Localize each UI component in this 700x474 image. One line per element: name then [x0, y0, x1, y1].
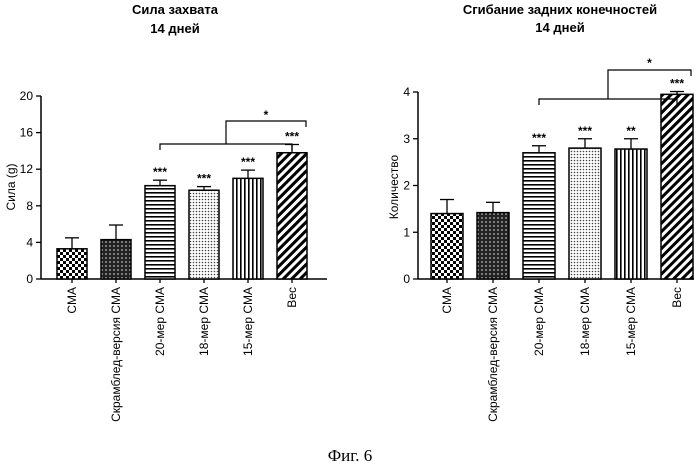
bar: [145, 186, 175, 279]
y-tick-label: 1: [403, 225, 410, 239]
y-tick-label: 8: [26, 199, 33, 213]
y-tick-label: 3: [403, 132, 410, 146]
category-label: 20-мер CMA: [532, 287, 546, 356]
significance-label: ***: [532, 131, 546, 145]
y-tick-label: 2: [403, 179, 410, 193]
bar: [101, 240, 131, 279]
category-label: CMA: [440, 287, 454, 314]
grip-strength-chart: Сила захвата 14 дней Сила (g) 0 4 8 12 16 20 C…: [4, 2, 327, 422]
group-bracket: [160, 144, 292, 150]
category-label: 15-мер CMA: [241, 287, 255, 356]
chart-subtitle: 14 дней: [535, 20, 584, 35]
category-label: Скрамблед-версия CMA: [109, 287, 123, 422]
comparison-label: *: [264, 108, 269, 122]
significance-label: **: [626, 124, 636, 138]
category-label: CMA: [65, 287, 79, 314]
bar: [189, 190, 219, 279]
y-tick-label: 12: [20, 162, 34, 176]
significance-label: ***: [670, 77, 684, 91]
y-tick-label: 0: [26, 272, 33, 286]
bars-group: 01234CMAСкрамблед-версия CMA***20-мер CM…: [403, 56, 694, 422]
bar: [431, 214, 463, 279]
bar: [569, 148, 601, 279]
bar: [233, 178, 263, 279]
chart-subtitle: 14 дней: [150, 21, 199, 36]
bar: [615, 149, 647, 279]
bar: [523, 153, 555, 279]
category-label: 15-мер CMA: [624, 287, 638, 356]
bars-group: 0 4 8 12 16 20 CMA Скрамблед-версия CMA *** 20-ме…: [20, 89, 327, 422]
y-axis-label: Сила (g): [4, 163, 18, 210]
significance-label: ***: [578, 124, 592, 138]
group-bracket: [539, 99, 677, 105]
chart-title: Сгибание задних конечностей: [463, 2, 657, 17]
category-label: Вес: [285, 287, 299, 308]
y-tick-label: 4: [26, 235, 33, 249]
y-tick-label: 0: [403, 272, 410, 286]
category-label: 18-мер CMA: [578, 287, 592, 356]
chart-title: Сила захвата: [132, 2, 219, 17]
category-label: 18-мер CMA: [197, 287, 211, 356]
significance-label: ***: [153, 165, 167, 179]
comparison-label: *: [647, 56, 652, 70]
y-tick-label: 4: [403, 85, 410, 99]
bar: [57, 249, 87, 279]
y-tick-label: 16: [20, 126, 34, 140]
bar: [661, 94, 693, 279]
hindlimb-clasping-chart: Сгибание задних конечностей 14 дней Коли…: [387, 2, 694, 422]
bar: [277, 153, 307, 279]
y-tick-label: 20: [20, 89, 34, 103]
category-label: 20-мер CMA: [153, 287, 167, 356]
category-label: Вес: [670, 287, 684, 308]
significance-label: ***: [197, 172, 211, 186]
category-label: Скрамблед-версия CMA: [486, 287, 500, 422]
significance-label: ***: [241, 155, 255, 169]
significance-label: ***: [285, 129, 299, 143]
y-axis-label: Количество: [387, 154, 401, 219]
bar: [477, 213, 509, 279]
figure-caption: Фиг. 6: [0, 446, 700, 466]
